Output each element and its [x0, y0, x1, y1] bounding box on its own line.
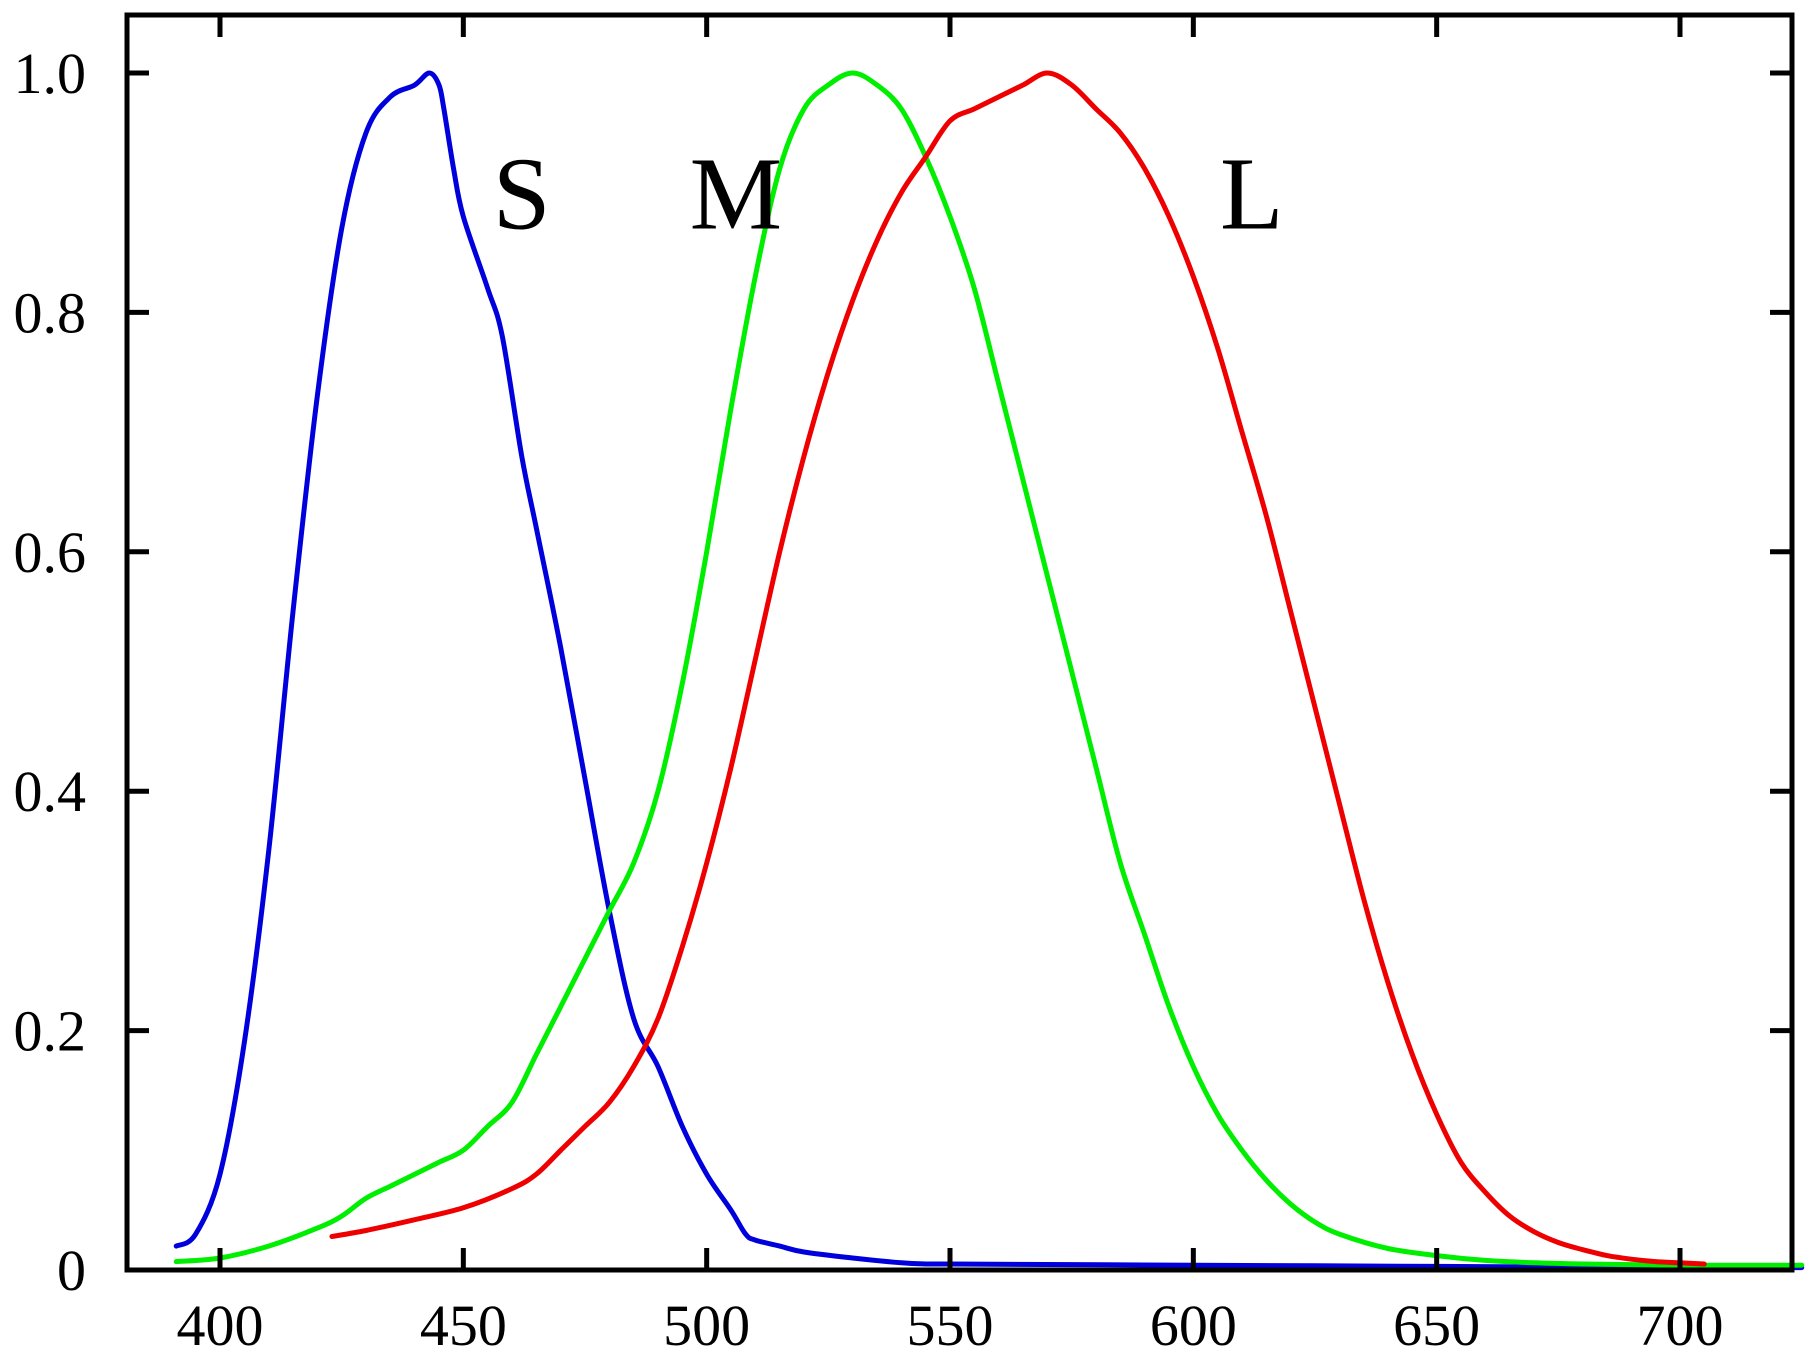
y-tick-label: 1.0 [14, 41, 87, 106]
x-tick-label: 700 [1637, 1293, 1724, 1358]
x-tick-label: 600 [1150, 1293, 1237, 1358]
labels-layer: 400 450 500 550 600 650 700 0 0.2 0.4 0.6 0.8 1.0 S M L [14, 41, 1724, 1358]
y-tick-label: 0.4 [14, 759, 87, 824]
curve-label-l: L [1220, 137, 1284, 252]
curve-label-m: M [690, 137, 782, 252]
y-tick-label: 0.2 [14, 999, 87, 1064]
series-layer [173, 70, 1805, 1271]
series-line-m [173, 70, 1805, 1268]
y-tick-label: 0.6 [14, 520, 87, 585]
series-line-s [173, 70, 1805, 1271]
y-tick-label: 0.8 [14, 280, 87, 345]
x-tick-label: 500 [663, 1293, 750, 1358]
plot-frame [124, 12, 1795, 1273]
series-line-l [329, 70, 1707, 1267]
y-tick-label: 0 [57, 1238, 86, 1303]
curve-label-s: S [493, 137, 551, 252]
x-tick-label: 550 [907, 1293, 994, 1358]
x-tick-label: 450 [420, 1293, 507, 1358]
x-tick-label: 650 [1393, 1293, 1480, 1358]
x-tick-label: 400 [177, 1293, 264, 1358]
ticks-layer [127, 15, 1792, 1270]
